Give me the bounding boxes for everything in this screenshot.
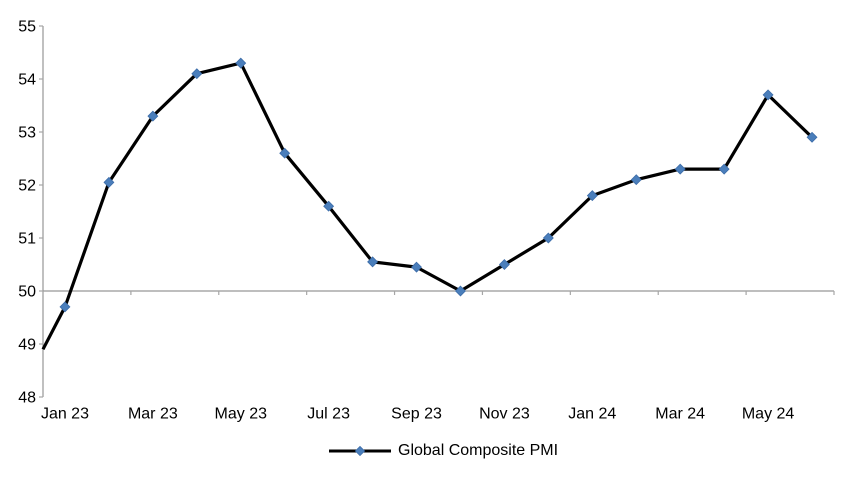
data-point-marker bbox=[59, 301, 71, 313]
x-axis-tick-label: Nov 23 bbox=[479, 406, 530, 423]
data-point-marker bbox=[235, 57, 247, 69]
legend-diamond-icon bbox=[354, 445, 366, 457]
legend-line-marker-icon bbox=[329, 445, 391, 457]
x-axis-tick-label: Jul 23 bbox=[307, 406, 350, 423]
data-point-marker bbox=[455, 285, 466, 297]
data-point-marker bbox=[323, 200, 335, 212]
y-axis-tick-label: 54 bbox=[18, 72, 36, 89]
data-point-marker bbox=[498, 259, 510, 270]
pmi-series-line bbox=[41, 61, 814, 351]
data-point-marker bbox=[103, 176, 115, 188]
x-axis-tick-label: Jan 24 bbox=[568, 406, 616, 423]
data-point-marker bbox=[191, 68, 203, 80]
y-axis-tick-label: 53 bbox=[18, 125, 36, 142]
data-point-marker bbox=[279, 147, 291, 159]
data-point-marker bbox=[630, 174, 642, 186]
y-axis-tick-label: 51 bbox=[18, 231, 36, 248]
data-point-marker bbox=[367, 256, 379, 268]
data-point-marker bbox=[542, 232, 554, 244]
data-point-marker bbox=[718, 163, 730, 175]
x-axis-tick-label: May 23 bbox=[215, 406, 268, 423]
data-point-marker bbox=[762, 89, 774, 101]
y-axis-tick-label: 48 bbox=[18, 390, 36, 407]
x-axis-tick-label: Jan 23 bbox=[41, 406, 89, 423]
x-axis-tick-label: Sep 23 bbox=[391, 406, 442, 423]
y-axis-tick-label: 49 bbox=[18, 337, 36, 354]
legend-label: Global Composite PMI bbox=[398, 442, 559, 459]
x-axis-tick-label: May 24 bbox=[742, 406, 795, 423]
y-axis-tick-label: 50 bbox=[18, 284, 36, 301]
legend: Global Composite PMI bbox=[329, 442, 558, 460]
data-point-marker bbox=[147, 110, 159, 122]
y-axis-tick-label: 52 bbox=[18, 178, 36, 195]
data-point-marker bbox=[411, 261, 422, 273]
data-point-marker bbox=[586, 190, 598, 202]
x-axis-tick-label: Mar 23 bbox=[128, 406, 178, 423]
data-point-marker bbox=[806, 131, 818, 143]
x-axis-tick-label: Mar 24 bbox=[655, 406, 705, 423]
y-axis-tick-label: 55 bbox=[18, 19, 36, 36]
data-point-marker bbox=[674, 163, 686, 175]
